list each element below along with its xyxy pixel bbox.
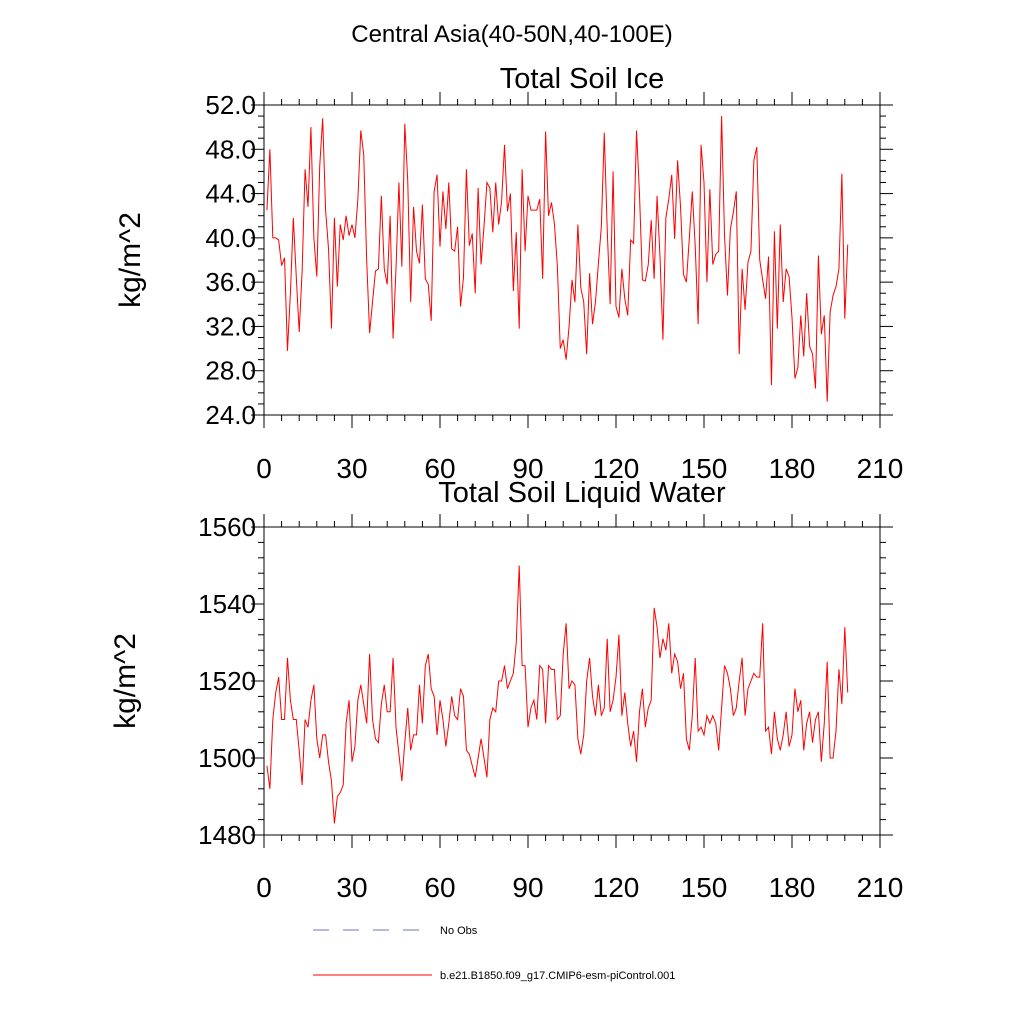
x-tick-label: 0 [256, 453, 272, 484]
y-tick-label: 32.0 [205, 311, 256, 341]
legend-label-no-obs: No Obs [440, 925, 478, 937]
y-axis-label: kg/m^2 [114, 212, 147, 308]
figure-suptitle: Central Asia(40-50N,40-100E) [351, 21, 673, 48]
series-line [266, 116, 849, 402]
x-tick-label: 120 [593, 872, 640, 903]
y-tick-label: 1540 [198, 589, 256, 619]
x-tick-label: 30 [336, 453, 367, 484]
x-tick-label: 150 [681, 872, 728, 903]
x-tick-label: 60 [424, 453, 455, 484]
x-tick-label: 180 [769, 872, 816, 903]
x-tick-label: 30 [336, 872, 367, 903]
x-tick-label: 120 [593, 453, 640, 484]
series-line [266, 565, 849, 824]
x-tick-label: 90 [512, 872, 543, 903]
x-tick-label: 60 [424, 872, 455, 903]
y-tick-label: 1560 [198, 512, 256, 542]
legend-label-model: b.e21.B1850.f09_g17.CMIP6-esm-piControl.… [440, 970, 675, 982]
y-axis-label: kg/m^2 [109, 633, 142, 729]
y-tick-label: 1500 [198, 743, 256, 773]
x-tick-label: 150 [681, 453, 728, 484]
y-tick-label: 28.0 [205, 356, 256, 386]
x-tick-label: 0 [256, 872, 272, 903]
panel-total-soil-liquid-water: Total Soil Liquid Water kg/m^2 0 30 60 90 120 1… [109, 477, 903, 903]
y-tick-label: 1480 [198, 820, 256, 850]
x-tick-label: 210 [857, 872, 904, 903]
plot-frame [263, 104, 881, 416]
y-tick-label: 52.0 [205, 90, 256, 120]
panel-title: Total Soil Liquid Water [438, 477, 726, 509]
y-tick-label: 36.0 [205, 267, 256, 297]
y-tick-label: 1520 [198, 666, 256, 696]
x-tick-label: 210 [857, 453, 904, 484]
x-tick-label: 90 [512, 453, 543, 484]
panel-total-soil-ice: Total Soil Ice kg/m^2 0 30 60 90 120 150 180 210 2… [114, 63, 903, 484]
panel-title: Total Soil Ice [500, 63, 664, 95]
y-tick-label: 48.0 [205, 134, 256, 164]
legend: No Obs b.e21.B1850.f09_g17.CMIP6-esm-piC… [313, 925, 675, 982]
y-tick-label: 24.0 [205, 400, 256, 430]
y-tick-label: 40.0 [205, 223, 256, 253]
y-tick-label: 44.0 [205, 179, 256, 209]
x-tick-label: 180 [769, 453, 816, 484]
